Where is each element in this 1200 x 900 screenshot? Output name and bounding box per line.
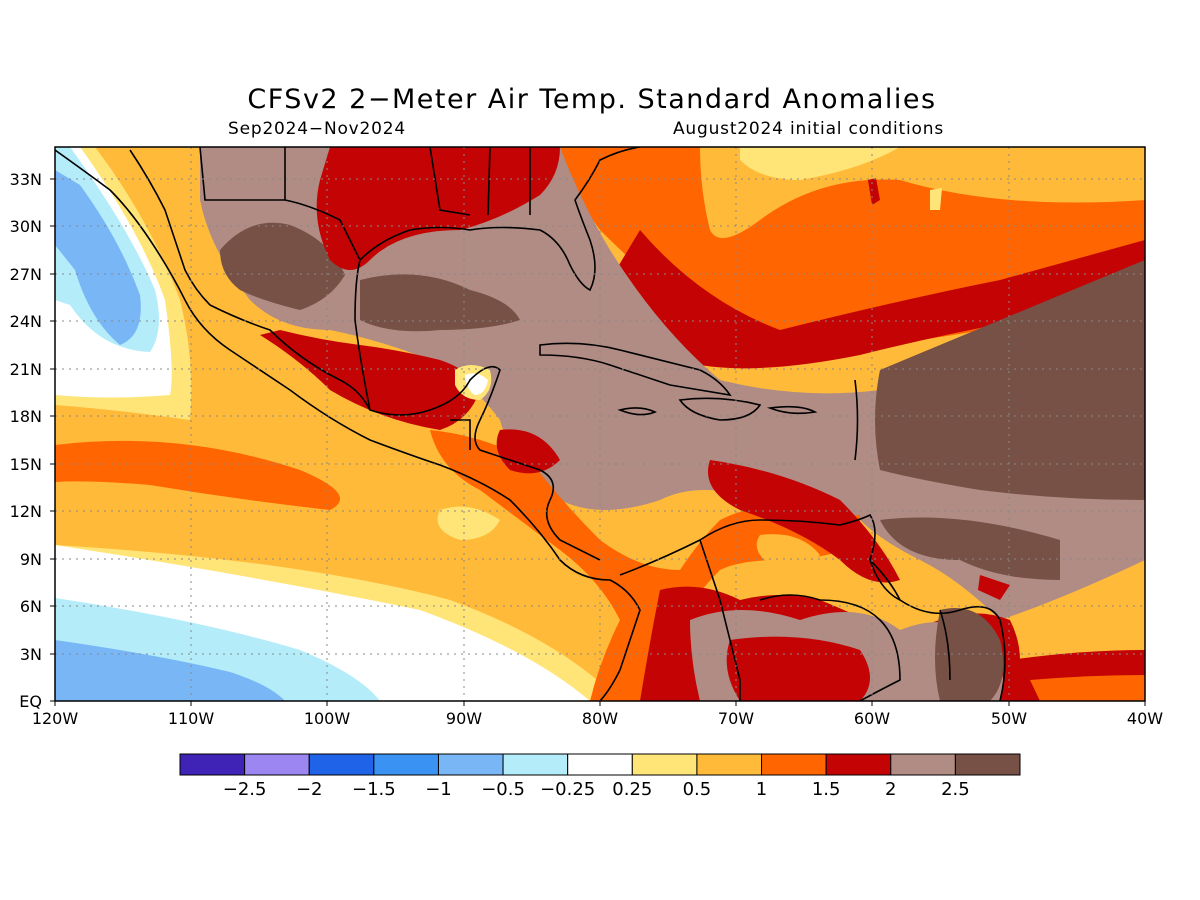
colorbar-label: 0.5 xyxy=(683,779,712,800)
colorbar-swatch xyxy=(373,753,439,776)
lat-label: 30N xyxy=(10,217,42,236)
lon-label: 80W xyxy=(582,709,618,728)
colorbar-label: −2.5 xyxy=(223,779,267,800)
lat-label: EQ xyxy=(19,692,42,711)
lat-label: 24N xyxy=(10,312,42,331)
colorbar-swatch xyxy=(244,753,310,776)
lon-label: 110W xyxy=(168,709,215,728)
lon-label: 100W xyxy=(304,709,351,728)
anomaly-field xyxy=(55,147,1145,701)
colorbar-swatch xyxy=(437,753,504,776)
colorbar-swatch xyxy=(954,753,1021,776)
lat-lon-grid xyxy=(55,147,1145,701)
colorbar-swatch xyxy=(179,753,246,776)
colorbar-label: −0.25 xyxy=(540,779,595,800)
lat-label: 6N xyxy=(20,597,42,616)
lat-label: 3N xyxy=(20,645,42,664)
colorbar-label: −2 xyxy=(296,779,323,800)
lon-label: 60W xyxy=(854,709,890,728)
colorbar-swatch xyxy=(502,753,569,776)
lat-label: 18N xyxy=(10,407,42,426)
coastlines xyxy=(55,147,1006,701)
lon-label: 90W xyxy=(446,709,482,728)
lat-label: 15N xyxy=(10,455,42,474)
colorbar-label: 0.25 xyxy=(612,779,652,800)
lon-label: 120W xyxy=(32,709,79,728)
colorbar-label: 1 xyxy=(756,779,767,800)
lat-label: 33N xyxy=(10,170,42,189)
colorbar-swatch xyxy=(631,753,698,776)
colorbar-swatch xyxy=(567,753,633,776)
lon-label: 40W xyxy=(1127,709,1163,728)
lon-label: 50W xyxy=(991,709,1027,728)
lat-label: 21N xyxy=(10,360,42,379)
colorbar-label: 2 xyxy=(885,779,896,800)
colorbar-label: 1.5 xyxy=(812,779,841,800)
longitude-axis: 120W 110W 100W 90W 80W 70W 60W 50W 40W xyxy=(32,701,1163,728)
forecast-period: Sep2024−Nov2024 xyxy=(228,119,406,139)
colorbar: −2.5 −2 −1.5 −1 −0.5 −0.25 0.25 0.5 1 1.5 2 2.5 xyxy=(179,753,1021,800)
map-title: CFSv2 2−Meter Air Temp. Standard Anomali… xyxy=(247,84,937,115)
initial-conditions: August2024 initial conditions xyxy=(673,119,944,139)
colorbar-label: −1 xyxy=(425,779,452,800)
colorbar-swatch xyxy=(761,753,827,776)
lat-label: 12N xyxy=(10,502,42,521)
colorbar-label: 2.5 xyxy=(941,779,970,800)
colorbar-swatch xyxy=(890,753,956,776)
colorbar-label: −0.5 xyxy=(481,779,525,800)
lat-label: 9N xyxy=(20,550,42,569)
colorbar-swatch xyxy=(825,753,892,776)
colorbar-swatch xyxy=(696,753,763,776)
latitude-axis: 33N 30N 27N 24N 21N 18N 15N 12N 9N 6N 3N… xyxy=(10,170,55,711)
lon-label: 70W xyxy=(718,709,754,728)
colorbar-label: −1.5 xyxy=(352,779,396,800)
lat-label: 27N xyxy=(10,265,42,284)
colorbar-swatch xyxy=(308,753,375,776)
